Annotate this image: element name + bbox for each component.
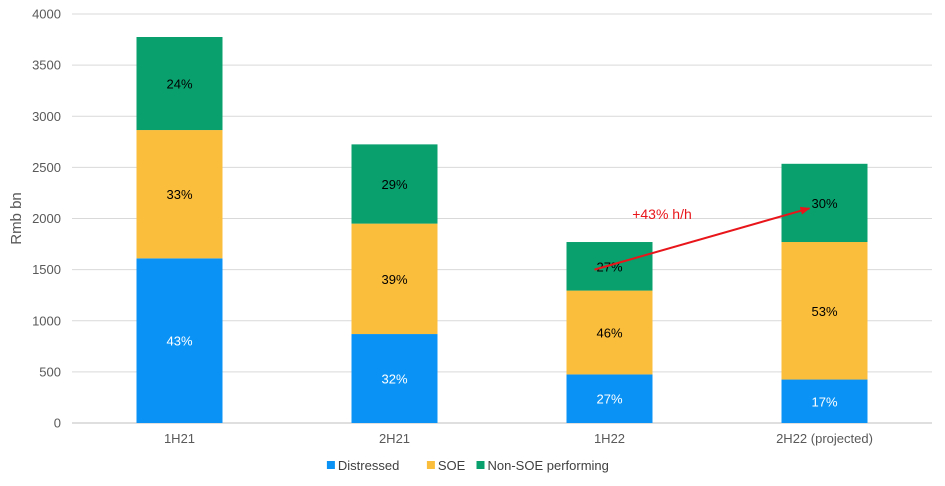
y-tick-label: 1000 <box>32 313 61 328</box>
legend-swatch <box>426 461 435 469</box>
y-tick-label: 2500 <box>32 160 61 175</box>
annotation-arrow <box>594 206 811 271</box>
x-tick-label: 1H21 <box>164 431 195 446</box>
legend-label: SOE <box>438 458 466 473</box>
y-tick-label: 0 <box>54 416 61 431</box>
x-tick-label: 1H22 <box>594 431 625 446</box>
legend-label: Distressed <box>338 458 399 473</box>
bar-segment <box>781 242 868 380</box>
data-label: 17% <box>811 394 837 409</box>
x-tick-label: 2H21 <box>379 431 410 446</box>
legend: Distressed SOE Non-SOE performing <box>326 458 609 473</box>
data-label: 24% <box>166 77 192 92</box>
bar-segment <box>566 290 653 375</box>
annotations: +43% h/h <box>594 206 811 271</box>
y-tick-label: 500 <box>39 364 61 379</box>
bar-segment <box>351 334 438 423</box>
bars: 43% 33% 24% 32% 39% 29% 27% 46% 27% 17% 53% 30% <box>136 37 868 423</box>
data-label: 46% <box>596 326 622 341</box>
data-label: 33% <box>166 187 192 202</box>
y-tick-label: 2000 <box>32 211 61 226</box>
y-tick-label: 4000 <box>32 7 61 22</box>
legend-label: Non-SOE performing <box>488 458 609 473</box>
y-axis-ticks: 0 500 1000 1500 2000 2500 3000 3500 4000 <box>32 7 61 431</box>
bar-segment <box>781 379 868 423</box>
bar-segment <box>136 258 223 423</box>
legend-swatch <box>326 461 335 469</box>
y-axis-label: Rmb bn <box>8 192 25 245</box>
y-tick-label: 3000 <box>32 109 61 124</box>
y-tick-label: 3500 <box>32 58 61 73</box>
legend-swatch <box>476 461 485 469</box>
data-label: 27% <box>596 259 622 274</box>
bar-segment <box>136 37 223 131</box>
data-label: 43% <box>166 334 192 349</box>
bar-segment <box>781 163 868 243</box>
data-label: 29% <box>381 177 407 192</box>
data-label: 39% <box>381 272 407 287</box>
bar-segment <box>136 130 223 259</box>
bar-segment <box>351 223 438 335</box>
data-label: 53% <box>811 304 837 319</box>
bar-segment <box>351 144 438 224</box>
x-axis-ticks: 1H21 2H21 1H22 2H22 (projected) <box>164 431 873 446</box>
data-label: 32% <box>381 372 407 387</box>
bar-segment <box>566 374 653 423</box>
y-tick-label: 1500 <box>32 262 61 277</box>
annotation-text: +43% h/h <box>632 206 692 222</box>
data-label: 30% <box>811 196 837 211</box>
data-label: 27% <box>596 392 622 407</box>
x-tick-label: 2H22 (projected) <box>776 431 873 446</box>
